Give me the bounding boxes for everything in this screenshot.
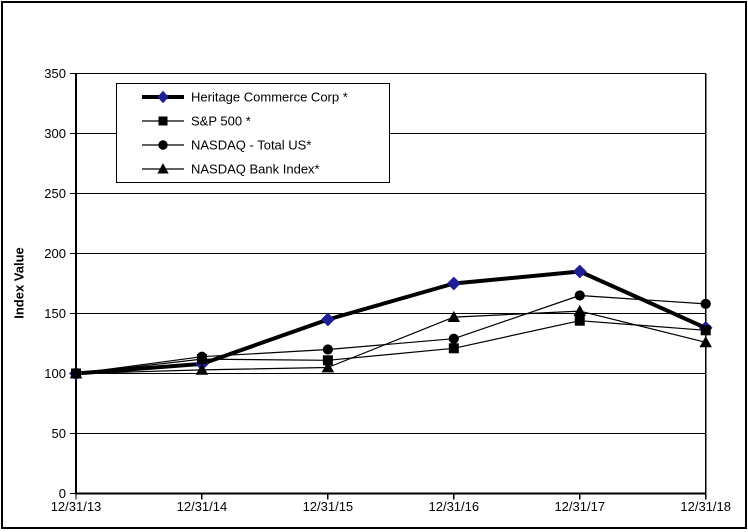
x-tick-label-12-31-13: 12/31/13 (51, 499, 102, 514)
x-tick-label-12-31-14: 12/31/14 (177, 499, 228, 514)
marker-nasdaq-bank-index-2 (321, 361, 335, 373)
marker-nasdaq-bank-index-4 (573, 304, 587, 316)
marker-heritage-commerce-corp-4 (572, 264, 587, 279)
line-triangle-marker-icon (142, 163, 184, 174)
marker-s-p-500-4 (574, 315, 585, 326)
marker-heritage-commerce-corp-3 (446, 276, 461, 291)
legend-item-nasdaq-total-us: NASDAQ - Total US* (117, 133, 389, 157)
series-line-nasdaq-total-us (75, 294, 706, 375)
legend-item-nasdaq-bank-index: NASDAQ Bank Index* (117, 157, 389, 181)
marker-s-p-500-3 (448, 343, 459, 354)
y-tick-label-50: 50 (52, 426, 66, 441)
series-line-nasdaq-bank-index (75, 310, 706, 375)
marker-nasdaq-total-us-3 (448, 333, 459, 344)
line-square-marker-icon (142, 116, 184, 126)
legend-item-sp-500: S&P 500 * (117, 109, 389, 133)
line-circle-marker-icon (142, 140, 184, 150)
legend-label: NASDAQ Bank Index* (191, 161, 320, 177)
chart-legend: Heritage Commerce Corp * S&P 500 * NASDA… (116, 83, 390, 183)
y-axis-title: Index Value (11, 247, 27, 319)
marker-nasdaq-total-us-2 (322, 344, 333, 355)
y-tick-label-150: 150 (44, 306, 66, 321)
marker-nasdaq-bank-index-0 (69, 367, 83, 379)
marker-nasdaq-bank-index-3 (447, 310, 461, 322)
legend-label: NASDAQ - Total US* (191, 137, 312, 153)
y-tick-label-100: 100 (44, 366, 66, 381)
series-line-s-p-500 (75, 320, 706, 375)
marker-nasdaq-total-us-4 (574, 290, 585, 301)
x-tick-label-12-31-16: 12/31/16 (429, 499, 480, 514)
y-tick-label-300: 300 (44, 126, 66, 141)
x-tick-label-12-31-18: 12/31/18 (680, 499, 731, 514)
marker-nasdaq-total-us-5 (700, 298, 711, 309)
marker-nasdaq-total-us-1 (196, 351, 208, 362)
x-tick-label-12-31-15: 12/31/15 (303, 499, 354, 514)
marker-heritage-commerce-corp-2 (320, 312, 335, 327)
y-tick-label-200: 200 (44, 246, 66, 261)
y-tick-label-350: 350 (44, 66, 66, 81)
y-tick-label-250: 250 (44, 186, 66, 201)
marker-s-p-500-5 (700, 325, 711, 336)
marker-nasdaq-bank-index-1 (195, 363, 209, 375)
thick-line-diamond-marker-icon (142, 90, 184, 104)
series-line-heritage-commerce-corp (75, 269, 707, 376)
y-tick-label-0: 0 (59, 486, 66, 501)
marker-nasdaq-bank-index-5 (699, 336, 712, 348)
legend-item-heritage-commerce-corp: Heritage Commerce Corp * (117, 85, 389, 109)
x-tick-label-12-31-17: 12/31/17 (554, 499, 605, 514)
legend-label: S&P 500 * (191, 113, 251, 129)
legend-label: Heritage Commerce Corp * (191, 89, 348, 105)
